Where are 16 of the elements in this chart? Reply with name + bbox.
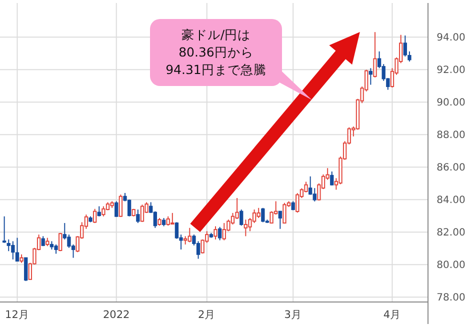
x-tick-label: 2月 — [198, 309, 216, 321]
y-tick-label: 80.00 — [436, 260, 466, 272]
y-tick-label: 82.00 — [436, 228, 466, 239]
annotation: 豪ドル/円は 80.36円から 94.31円まで急騰 — [166, 27, 266, 77]
x-tick-label: 4月 — [383, 309, 402, 321]
y-tick-label: 92.00 — [436, 65, 466, 76]
annotation: 豪ドル/円は 80.36円から 94.31円まで急騰 — [150, 19, 312, 100]
x-tick-label: 2022 — [103, 309, 130, 321]
x-tick-label: 3月 — [284, 309, 302, 321]
y-tick-label: 78.00 — [436, 292, 466, 304]
y-tick-label: 94.00 — [436, 32, 466, 44]
y-tick-label: 88.00 — [436, 130, 466, 142]
x-tick-label: 12月 — [5, 309, 30, 321]
y-tick-label: 90.00 — [436, 98, 466, 109]
y-tick-label: 86.00 — [436, 162, 466, 174]
y-tick-label: 84.00 — [436, 195, 466, 206]
